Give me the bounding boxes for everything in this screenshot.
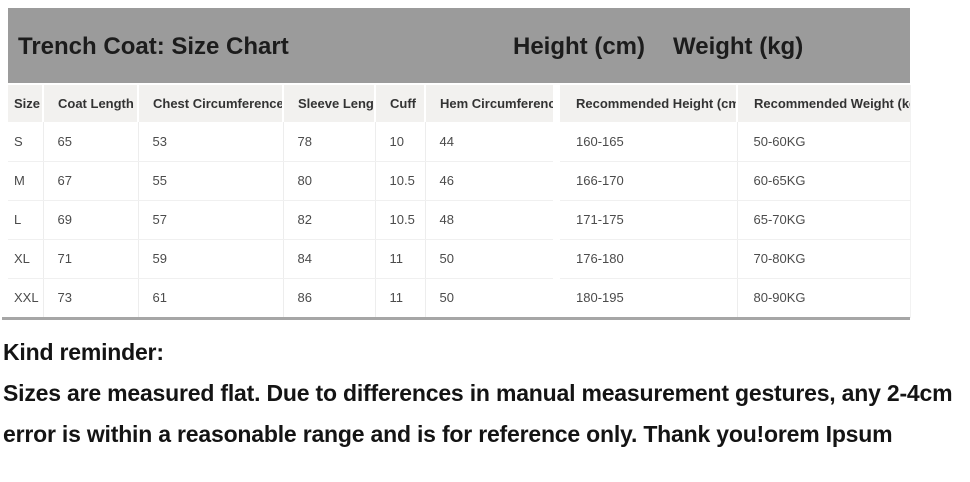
- table-cell: 65-70KG: [737, 200, 910, 240]
- table-row: 180-195 80-90KG: [560, 278, 910, 318]
- column-header-cuff: Cuff: [375, 85, 426, 122]
- column-header-coat-length: Coat Length: [43, 85, 139, 122]
- table-cell: 80: [283, 161, 376, 201]
- table-row: 176-180 70-80KG: [560, 239, 910, 279]
- table-cell: 171-175: [560, 200, 738, 240]
- table-cell: 61: [138, 278, 284, 318]
- table-cell: 69: [43, 200, 139, 240]
- table-row-size-xl: XL 71 59 84 11 50: [8, 239, 553, 279]
- table-row: 160-165 50-60KG: [560, 122, 910, 162]
- table-cell: 11: [375, 278, 426, 318]
- column-header-hem-circumference: Hem Circumference: [425, 85, 553, 122]
- table-cell: 65: [43, 122, 139, 162]
- reminder-line: error is within a reasonable range and i…: [3, 421, 893, 447]
- table-cell: 50-60KG: [737, 122, 910, 162]
- table-cell: 82: [283, 200, 376, 240]
- table-cell: 166-170: [560, 161, 738, 201]
- table-cell: 50: [425, 239, 553, 279]
- table-row-size-l: L 69 57 82 10.5 48: [8, 200, 553, 240]
- size-measurements-table: Size Coat Length Chest Circumference Sle…: [8, 85, 553, 318]
- recommendation-table: Recommended Height (cm) Recommended Weig…: [560, 85, 911, 318]
- table-cell: 44: [425, 122, 553, 162]
- table-row: 166-170 60-65KG: [560, 161, 910, 201]
- table-cell: 50: [425, 278, 553, 318]
- size-table-header-row: Size Coat Length Chest Circumference Sle…: [8, 85, 553, 122]
- column-header-chest-circumference: Chest Circumference: [138, 85, 284, 122]
- table-row-size-m: M 67 55 80 10.5 46: [8, 161, 553, 201]
- reminder-line: Sizes are measured flat. Due to differen…: [3, 380, 953, 406]
- table-cell: XXL: [8, 278, 44, 318]
- page-title: Trench Coat: Size Chart: [18, 33, 289, 60]
- table-cell: 55: [138, 161, 284, 201]
- table-cell: 70-80KG: [737, 239, 910, 279]
- table-cell: M: [8, 161, 44, 201]
- title-banner: Trench Coat: Size Chart Height (cm) Weig…: [8, 8, 910, 83]
- column-header-recommended-weight: Recommended Weight (kg): [737, 85, 910, 122]
- reminder-heading: Kind reminder:: [3, 339, 164, 365]
- table-cell: 10.5: [375, 161, 426, 201]
- table-cell: 53: [138, 122, 284, 162]
- table-cell: 86: [283, 278, 376, 318]
- weight-unit-label: Weight (kg): [673, 33, 804, 60]
- table-cell: 60-65KG: [737, 161, 910, 201]
- table-row-size-s: S 65 53 78 10 44: [8, 122, 553, 162]
- table-cell: 46: [425, 161, 553, 201]
- table-cell: S: [8, 122, 44, 162]
- table-cell: 78: [283, 122, 376, 162]
- table-cell: 71: [43, 239, 139, 279]
- table-cell: 160-165: [560, 122, 738, 162]
- column-header-size: Size: [8, 85, 44, 122]
- table-cell: 48: [425, 200, 553, 240]
- table-row: 171-175 65-70KG: [560, 200, 910, 240]
- table-row-size-xxl: XXL 73 61 86 11 50: [8, 278, 553, 318]
- table-cell: 67: [43, 161, 139, 201]
- tables-bottom-divider: [2, 317, 910, 320]
- table-cell: 11: [375, 239, 426, 279]
- table-cell: 10.5: [375, 200, 426, 240]
- table-cell: L: [8, 200, 44, 240]
- table-cell: 59: [138, 239, 284, 279]
- table-cell: XL: [8, 239, 44, 279]
- table-cell: 180-195: [560, 278, 738, 318]
- height-unit-label: Height (cm): [513, 33, 645, 60]
- table-cell: 84: [283, 239, 376, 279]
- column-header-recommended-height: Recommended Height (cm): [560, 85, 738, 122]
- table-cell: 73: [43, 278, 139, 318]
- kind-reminder-block: Kind reminder: Sizes are measured flat. …: [3, 332, 969, 455]
- column-header-sleeve-length: Sleeve Length: [283, 85, 376, 122]
- table-cell: 176-180: [560, 239, 738, 279]
- table-cell: 10: [375, 122, 426, 162]
- table-cell: 57: [138, 200, 284, 240]
- table-cell: 80-90KG: [737, 278, 910, 318]
- recommendation-header-row: Recommended Height (cm) Recommended Weig…: [560, 85, 910, 122]
